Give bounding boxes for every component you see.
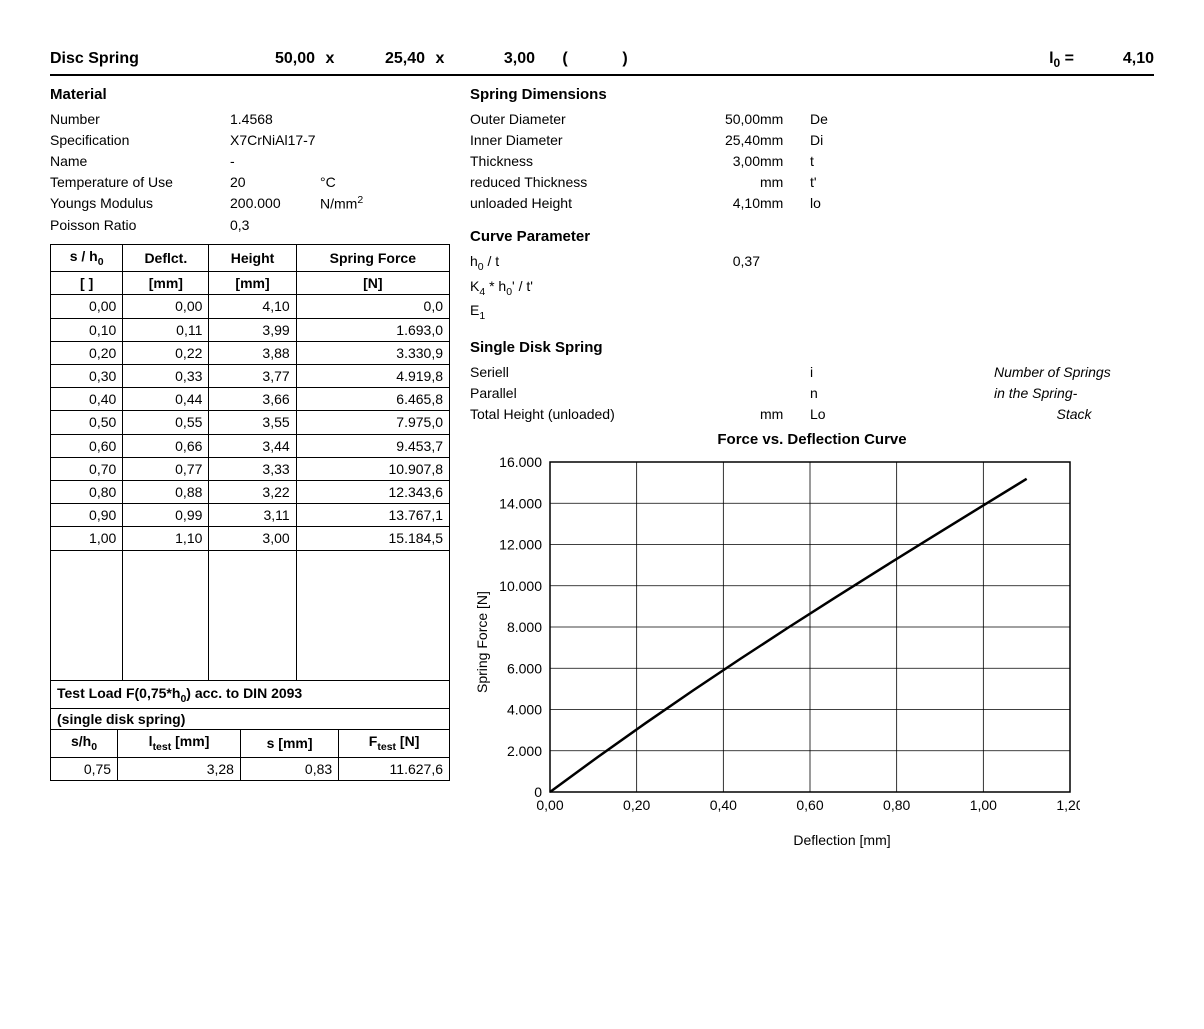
defl-row: 1,001,103,0015.184,5 (51, 527, 450, 550)
defl-row: 0,900,993,1113.767,1 (51, 504, 450, 527)
defl-row: 0,400,443,666.465,8 (51, 388, 450, 411)
defl-row: 0,600,663,449.453,7 (51, 434, 450, 457)
chart-ylabel: Spring Force [N] (470, 452, 490, 832)
defl-u-1: [ ] (51, 272, 123, 295)
svg-text:14.000: 14.000 (499, 495, 542, 511)
test-th-3: s [mm] (240, 730, 338, 757)
header-dim3: 3,00 (455, 50, 535, 68)
stack-note: Number of Springs in the Spring- Stack (994, 362, 1154, 425)
single-row: Total Height (unloaded) mm Lo (470, 404, 994, 425)
dimensions-title: Spring Dimensions (470, 86, 1154, 103)
svg-text:1,00: 1,00 (970, 797, 997, 813)
svg-text:0,60: 0,60 (796, 797, 823, 813)
dimension-row: Outer Diameter 50,00 mm De (470, 109, 1154, 130)
svg-text:8.000: 8.000 (507, 619, 542, 635)
defl-th-1: s / h0 (51, 244, 123, 271)
defl-u-2: [mm] (123, 272, 209, 295)
deflection-table: s / h0 Deflct. Height Spring Force [ ] [… (50, 244, 450, 681)
header-paren-open: ( (535, 50, 595, 68)
svg-text:0,80: 0,80 (883, 797, 910, 813)
svg-text:2.000: 2.000 (507, 743, 542, 759)
chart-xlabel: Deflection [mm] (530, 832, 1154, 848)
material-row: Specification X7CrNiAl17-7 (50, 130, 450, 151)
material-row: Name - (50, 151, 450, 172)
defl-u-4: [N] (296, 272, 449, 295)
header-lo-value: 4,10 (1074, 50, 1154, 68)
defl-u-3: [mm] (209, 272, 296, 295)
svg-text:0,40: 0,40 (710, 797, 737, 813)
defl-row: 0,100,113,991.693,0 (51, 318, 450, 341)
svg-text:0: 0 (534, 784, 542, 800)
defl-th-2: Deflct. (123, 244, 209, 271)
svg-text:4.000: 4.000 (507, 701, 542, 717)
curve-param-row: E1 (470, 300, 1154, 325)
defl-th-4: Spring Force (296, 244, 449, 271)
single-title: Single Disk Spring (470, 339, 1154, 356)
svg-text:6.000: 6.000 (507, 660, 542, 676)
left-column: Material Number 1.4568 Specification X7C… (50, 82, 450, 848)
svg-text:16.000: 16.000 (499, 454, 542, 470)
svg-text:0,20: 0,20 (623, 797, 650, 813)
header-paren-close: ) (595, 50, 655, 68)
defl-row: 0,800,883,2212.343,6 (51, 480, 450, 503)
chart-title: Force vs. Deflection Curve (470, 431, 1154, 448)
header-x2: x (425, 50, 455, 68)
test-load-subtitle: (single disk spring) (50, 709, 450, 729)
header-dim1: 50,00 (235, 50, 315, 68)
dimension-row: Inner Diameter 25,40 mm Di (470, 130, 1154, 151)
test-load-title: Test Load F(0,75*h0) acc. to DIN 2093 (50, 681, 450, 710)
defl-row: 0,500,553,557.975,0 (51, 411, 450, 434)
single-row: Seriell i (470, 362, 994, 383)
header-lo-label: l0 = (1014, 50, 1074, 70)
chart-svg: 0,000,200,400,600,801,001,2002.0004.0006… (490, 452, 1080, 832)
dimension-row: Thickness 3,00 mm t (470, 151, 1154, 172)
material-row: Number 1.4568 (50, 109, 450, 130)
defl-row: 0,300,333,774.919,8 (51, 365, 450, 388)
header-x1: x (315, 50, 345, 68)
svg-text:10.000: 10.000 (499, 578, 542, 594)
header-dim2: 25,40 (345, 50, 425, 68)
material-row: Temperature of Use 20 °C (50, 172, 450, 193)
dimension-row: reduced Thickness mm t' (470, 172, 1154, 193)
test-row: 0,75 3,28 0,83 11.627,6 (51, 757, 450, 780)
material-title: Material (50, 86, 450, 103)
test-th-2: ltest [mm] (118, 730, 241, 757)
right-column: Spring Dimensions Outer Diameter 50,00 m… (470, 82, 1154, 848)
chart: Spring Force [N] 0,000,200,400,600,801,0… (470, 452, 1154, 832)
header-row: Disc Spring 50,00 x 25,40 x 3,00 ( ) l0 … (50, 50, 1154, 76)
material-row: Youngs Modulus 200.000 N/mm2 (50, 193, 450, 215)
test-load-table: s/h0 ltest [mm] s [mm] Ftest [N] 0,75 3,… (50, 729, 450, 781)
single-row: Parallel n (470, 383, 994, 404)
svg-text:12.000: 12.000 (499, 536, 542, 552)
defl-row: 0,700,773,3310.907,8 (51, 457, 450, 480)
defl-row: 0,200,223,883.330,9 (51, 341, 450, 364)
curve-param-row: h0 / t 0,37 (470, 251, 1154, 276)
dimension-row: unloaded Height 4,10 mm lo (470, 193, 1154, 214)
curve-param-title: Curve Parameter (470, 228, 1154, 245)
test-th-4: Ftest [N] (339, 730, 450, 757)
test-th-1: s/h0 (51, 730, 118, 757)
svg-text:1,20: 1,20 (1056, 797, 1080, 813)
defl-row: 0,000,004,100,0 (51, 295, 450, 318)
defl-th-3: Height (209, 244, 296, 271)
material-row: Poisson Ratio 0,3 (50, 215, 450, 236)
curve-param-row: K4 * h0' / t' (470, 276, 1154, 301)
header-title: Disc Spring (50, 50, 235, 68)
